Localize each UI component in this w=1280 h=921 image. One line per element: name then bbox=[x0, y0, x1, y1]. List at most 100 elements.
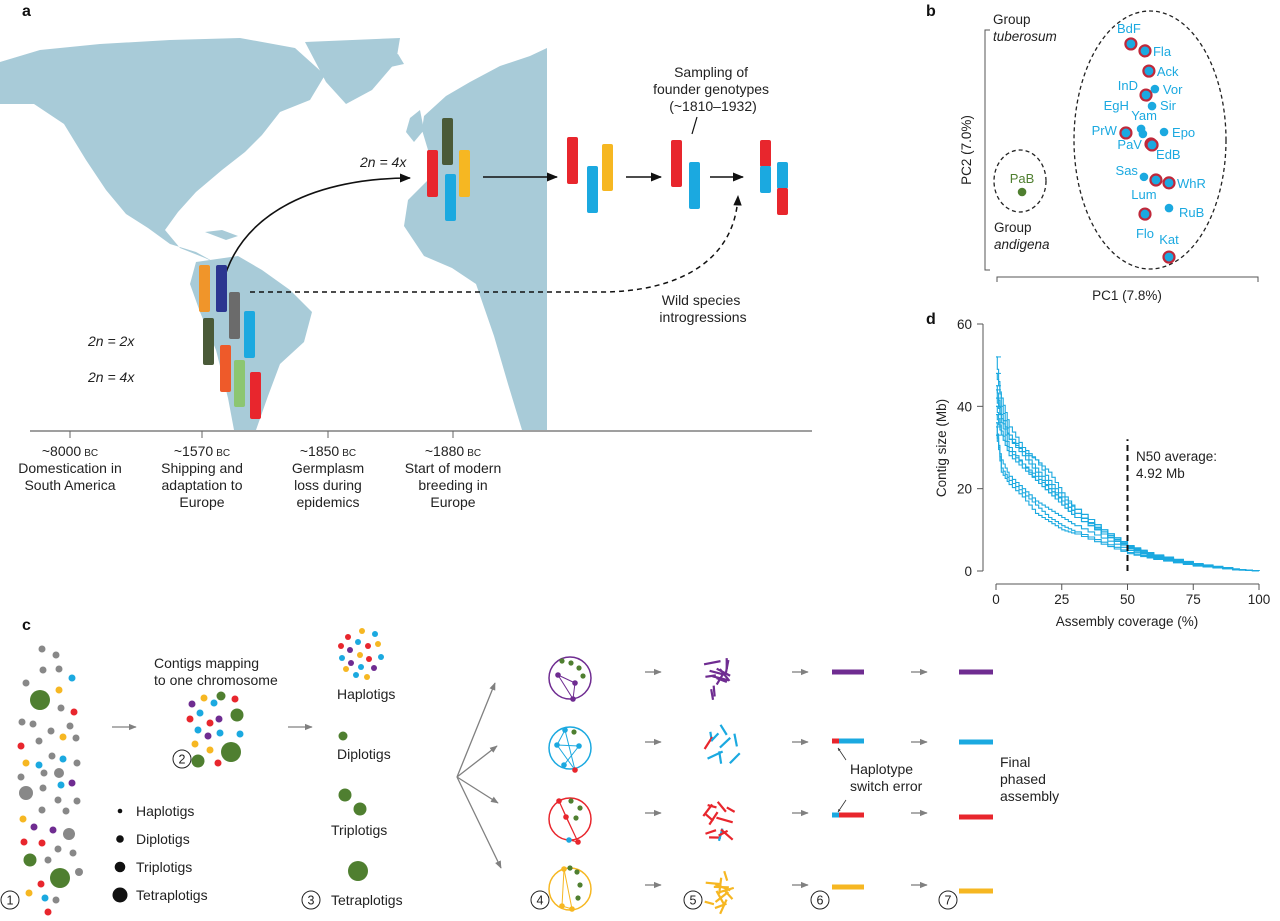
timeline-description: South America bbox=[24, 477, 115, 493]
cluster-circle bbox=[548, 797, 592, 841]
fragment bbox=[719, 899, 728, 915]
haplotig-node bbox=[569, 906, 575, 912]
wild-introgression-arrow bbox=[250, 194, 742, 293]
chromosome-segment bbox=[760, 166, 771, 193]
triplotigs-label: Triplotigs bbox=[331, 822, 387, 838]
contig-dot bbox=[353, 802, 367, 816]
contig-dot bbox=[353, 672, 359, 678]
pca-label-BdF: BdF bbox=[1117, 21, 1141, 36]
wild-species-label: Wild species introgressions bbox=[659, 292, 746, 325]
timeline-description: Start of modern bbox=[405, 460, 502, 476]
link bbox=[556, 744, 580, 747]
fragment bbox=[708, 811, 719, 826]
contig-dot bbox=[25, 889, 33, 897]
contig-dot bbox=[66, 722, 74, 730]
timeline-date: ~1570 BC bbox=[174, 443, 230, 459]
fragment bbox=[705, 881, 720, 886]
contig-dot bbox=[54, 845, 62, 853]
chromosome-bar bbox=[199, 265, 210, 312]
chromosome-bar bbox=[203, 318, 214, 365]
chromosome-bar bbox=[427, 150, 438, 197]
contig-curve-5 bbox=[996, 397, 1260, 572]
contig-dot bbox=[44, 856, 52, 864]
pca-point-InD bbox=[1139, 88, 1153, 102]
contig-dot bbox=[17, 742, 25, 750]
timeline-date: ~1880 BC bbox=[425, 443, 481, 459]
switch-error-pointer-1 bbox=[837, 747, 847, 761]
greenland-landmass bbox=[305, 38, 400, 104]
pc2-axis-bracket bbox=[984, 29, 990, 271]
pca-point-Ack bbox=[1142, 64, 1156, 78]
contig-dot bbox=[194, 726, 202, 734]
date-era: BC bbox=[467, 448, 481, 459]
contig-dot bbox=[62, 807, 70, 815]
chromosome-bar bbox=[567, 137, 578, 184]
pca-label-Epo: Epo bbox=[1172, 125, 1195, 140]
pca-label-Kat: Kat bbox=[1159, 232, 1179, 247]
contig-dot bbox=[364, 674, 370, 680]
fragment bbox=[716, 816, 734, 824]
step-number: 6 bbox=[817, 894, 824, 908]
fragment bbox=[710, 688, 715, 701]
contigs-mapping-label: Contigs mapping to one chromosome bbox=[154, 655, 278, 688]
cluster-circle bbox=[548, 656, 592, 700]
fragment bbox=[707, 750, 724, 760]
chromosome-bar bbox=[671, 140, 682, 187]
x-tick-label: 25 bbox=[1054, 592, 1069, 607]
x-tick-label: 100 bbox=[1248, 592, 1271, 607]
sampling-pointer bbox=[691, 116, 698, 135]
contig-dot bbox=[68, 674, 76, 682]
pca-point-RuB bbox=[1164, 203, 1174, 213]
legend-triplotigs: Triplotigs bbox=[136, 859, 192, 875]
haplotype-clusters bbox=[548, 656, 592, 912]
switch-error-pointer-2 bbox=[837, 799, 847, 813]
pca-label-InD: InD bbox=[1118, 78, 1138, 93]
chromosome-bar bbox=[602, 144, 613, 191]
contig-dots bbox=[17, 628, 384, 916]
chromosome-bar bbox=[244, 311, 255, 358]
link bbox=[556, 744, 576, 771]
pca-label-Sir: Sir bbox=[1160, 98, 1177, 113]
contig-dot bbox=[38, 806, 46, 814]
link bbox=[557, 674, 576, 684]
chromosome-bar bbox=[234, 360, 245, 407]
cluster-circle bbox=[548, 726, 592, 770]
arrow bbox=[456, 776, 502, 869]
legend-haplotigs: Haplotigs bbox=[136, 803, 194, 819]
contig-dot bbox=[29, 720, 37, 728]
phased-bar bbox=[832, 884, 864, 890]
pca-label-Fla: Fla bbox=[1153, 44, 1172, 59]
contig-dot bbox=[22, 679, 30, 687]
pca-point-PrW bbox=[1119, 126, 1133, 140]
arrow bbox=[456, 745, 498, 778]
arrow bbox=[456, 682, 496, 778]
phased-bar bbox=[839, 738, 864, 744]
haplotig-node bbox=[563, 814, 569, 820]
british-isles bbox=[406, 110, 424, 142]
cluster-circle bbox=[548, 867, 592, 911]
fragment bbox=[723, 870, 729, 881]
pca-point-Flo bbox=[1138, 207, 1152, 221]
timeline-description: breeding in bbox=[418, 477, 487, 493]
panel-label-b: b bbox=[926, 3, 936, 20]
fragment bbox=[703, 736, 714, 750]
y-axis-label: Contig size (Mb) bbox=[934, 399, 949, 497]
fragment bbox=[712, 685, 716, 697]
panel-label-d: d bbox=[926, 311, 936, 328]
arrow bbox=[456, 776, 499, 804]
contig-dot bbox=[54, 768, 64, 778]
contig-dot bbox=[30, 690, 50, 710]
step-number: 5 bbox=[690, 894, 697, 908]
north-america-landmass bbox=[0, 38, 325, 262]
polyploid-node bbox=[580, 673, 586, 679]
contig-dot bbox=[59, 733, 67, 741]
timeline-description: Europe bbox=[430, 494, 475, 510]
step-circle bbox=[683, 890, 703, 910]
switch-error-segment bbox=[832, 812, 839, 818]
contig-dot bbox=[69, 849, 77, 857]
world-map bbox=[0, 38, 547, 430]
y-tick-label: 20 bbox=[957, 482, 972, 497]
pca-point-Lum bbox=[1149, 173, 1163, 187]
step-number: 4 bbox=[537, 894, 544, 908]
haplotigs-label: Haplotigs bbox=[337, 686, 395, 702]
